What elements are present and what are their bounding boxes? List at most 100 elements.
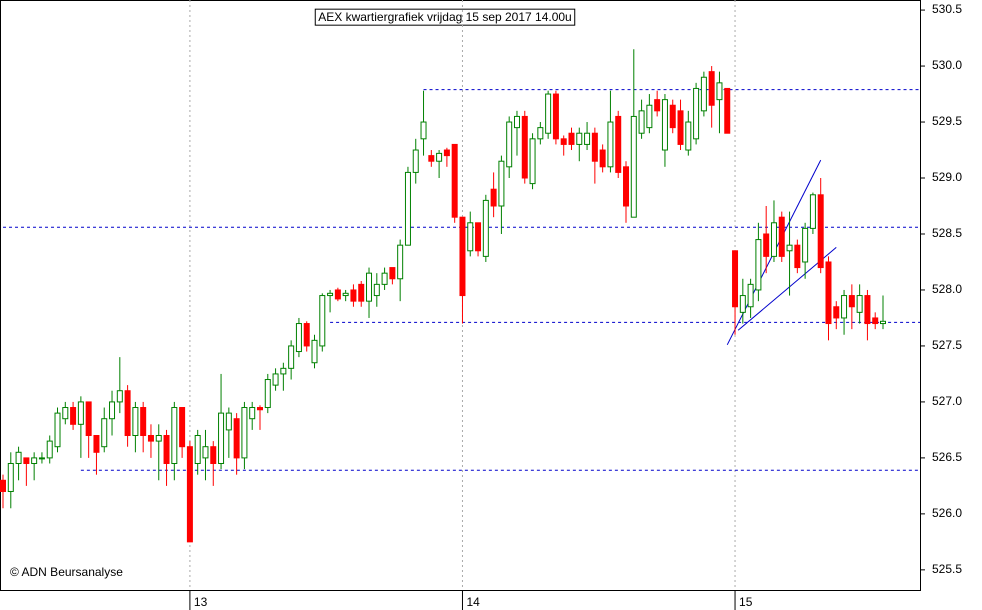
candle-body — [373, 283, 380, 297]
candle-body — [833, 306, 840, 319]
y-tick-label: 526.0 — [932, 506, 962, 520]
candle-body — [716, 82, 723, 101]
candle-body — [38, 457, 45, 460]
x-tick-label: 13 — [194, 595, 208, 609]
candle-body — [54, 412, 61, 448]
candle-body — [693, 87, 700, 140]
candle-body — [109, 401, 116, 420]
candle-body — [770, 222, 777, 257]
candle-body — [272, 373, 279, 386]
candle-body — [591, 132, 598, 162]
candle-body — [319, 295, 326, 347]
candle-body — [475, 222, 482, 252]
candle-body — [817, 194, 824, 269]
candle-body — [521, 115, 528, 179]
candle-body — [700, 76, 707, 112]
y-tick-label: 527.0 — [932, 394, 962, 408]
candle-body — [809, 194, 816, 229]
candle-body — [303, 323, 310, 347]
y-tick-label: 525.5 — [932, 562, 962, 576]
candle-body — [0, 479, 6, 492]
candle-body — [7, 462, 14, 492]
candle-body — [366, 272, 373, 302]
candle-body — [280, 367, 287, 375]
candle-body — [755, 239, 762, 291]
candle-body — [179, 407, 186, 448]
candle-body — [872, 317, 879, 325]
candle-body — [420, 121, 427, 140]
candle-body — [825, 261, 832, 325]
candle-body — [778, 216, 785, 257]
candle-body — [334, 289, 341, 300]
candle-body — [342, 292, 349, 297]
candle-body — [194, 435, 201, 464]
candle-body — [225, 412, 232, 431]
y-tick-label: 530.5 — [932, 2, 962, 16]
candle-body — [264, 379, 271, 409]
candle-body — [256, 407, 263, 411]
x-tick-label: 15 — [739, 595, 753, 609]
candle-body — [677, 110, 684, 145]
candle-body — [880, 320, 886, 325]
candle-body — [732, 250, 739, 308]
candle-body — [85, 401, 92, 437]
candle-body — [864, 295, 871, 325]
candle-body — [155, 435, 162, 442]
chart-title: AEX kwartiergrafiek vrijdag 15 sep 2017 … — [318, 10, 571, 24]
candle-body — [490, 188, 497, 207]
candle-body — [794, 244, 801, 269]
candle-body — [428, 155, 435, 162]
y-tick-label: 528.5 — [932, 226, 962, 240]
candle-body — [350, 289, 357, 302]
y-tick-label: 529.5 — [932, 114, 962, 128]
candle-body — [241, 407, 248, 459]
candle-body — [537, 127, 544, 140]
candle-body — [46, 440, 53, 459]
candle-body — [31, 457, 38, 464]
candle-body — [599, 149, 606, 168]
candle-body — [630, 115, 637, 218]
candle-body — [638, 110, 645, 134]
candle-body — [15, 451, 22, 464]
y-tick-label: 526.5 — [932, 450, 962, 464]
candle-body — [451, 143, 458, 218]
candle-body — [70, 407, 77, 425]
candle-body — [443, 149, 450, 157]
candle-body — [389, 267, 396, 280]
candle-body — [607, 121, 614, 168]
candle-body — [747, 283, 754, 308]
candle-body — [848, 295, 855, 308]
candle-body — [186, 446, 193, 543]
candle-body — [786, 244, 793, 252]
candle-body — [436, 152, 443, 162]
candle-body — [171, 407, 178, 464]
candle-body — [560, 138, 567, 145]
candle-body — [459, 216, 466, 297]
candle-body — [62, 407, 69, 420]
candle-body — [568, 132, 575, 145]
candle-body — [116, 390, 123, 403]
candle-body — [358, 283, 365, 302]
candle-body — [124, 390, 131, 437]
candle-body — [584, 132, 591, 145]
candle-body — [101, 418, 108, 448]
candle-body — [327, 292, 334, 297]
candle-body — [163, 435, 170, 464]
candle-body — [210, 446, 217, 464]
candle-body — [218, 412, 225, 464]
candle-body — [856, 295, 863, 313]
candle-body — [654, 99, 661, 112]
candle-body — [412, 149, 419, 173]
x-tick-label: 14 — [466, 595, 480, 609]
candle-body — [404, 171, 411, 246]
candle-body — [132, 407, 139, 437]
candle-body — [841, 295, 848, 319]
candle-body — [724, 87, 731, 134]
candle-body — [498, 160, 505, 207]
candle-body — [140, 407, 147, 437]
copyright: © ADN Beursanalyse — [10, 565, 123, 579]
title-box — [314, 8, 576, 26]
candle-body — [529, 138, 536, 185]
candle-body — [545, 93, 552, 134]
